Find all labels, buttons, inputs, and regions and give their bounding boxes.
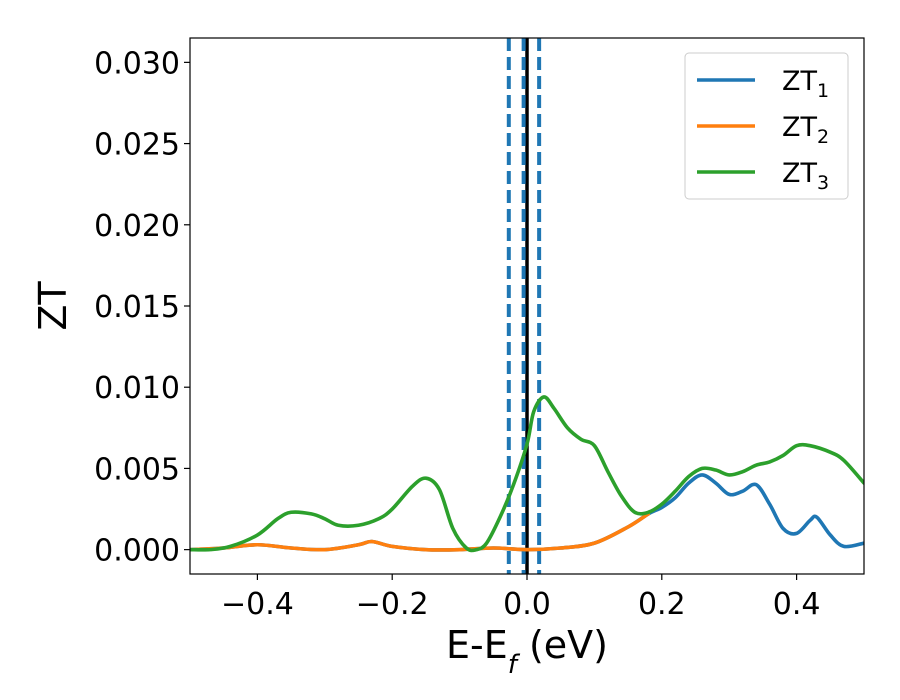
y-axis-label: ZT	[31, 281, 75, 331]
legend-box	[684, 52, 849, 200]
legend-label-zt3: ZT3	[782, 158, 829, 194]
x-axis-label-main: E-E	[446, 623, 508, 667]
series-line-zt2	[190, 512, 651, 552]
fermi-reference-lines	[506, 38, 542, 574]
x-axis-ticks: −0.4 −0.2 0.0 0.2 0.4	[221, 574, 820, 622]
x-tick-label: 0.4	[773, 587, 821, 622]
x-tick-label: 0.2	[638, 587, 686, 622]
series-line-zt3	[190, 395, 864, 553]
y-tick-label: 0.020	[94, 209, 180, 244]
y-tick-label: 0.005	[94, 452, 180, 487]
legend-label-zt2: ZT2	[782, 112, 829, 148]
series-layer	[190, 395, 864, 553]
x-tick-label: −0.4	[221, 587, 294, 622]
y-tick-label: 0.025	[94, 128, 180, 163]
x-tick-label: −0.2	[356, 587, 429, 622]
x-tick-label: 0.0	[503, 587, 551, 622]
y-tick-label: 0.000	[94, 534, 180, 569]
y-axis-ticks: 0.000 0.005 0.010 0.015 0.020 0.025 0.030	[94, 46, 190, 569]
x-axis-label-unit: (eV)	[517, 623, 608, 667]
legend: ZT1 ZT2 ZT3	[684, 52, 849, 200]
legend-label-zt1: ZT1	[782, 66, 829, 102]
y-tick-label: 0.015	[94, 290, 180, 325]
y-tick-label: 0.010	[94, 371, 180, 406]
y-tick-label: 0.030	[94, 46, 180, 81]
x-axis-label: E-Ef (eV)	[446, 623, 608, 680]
